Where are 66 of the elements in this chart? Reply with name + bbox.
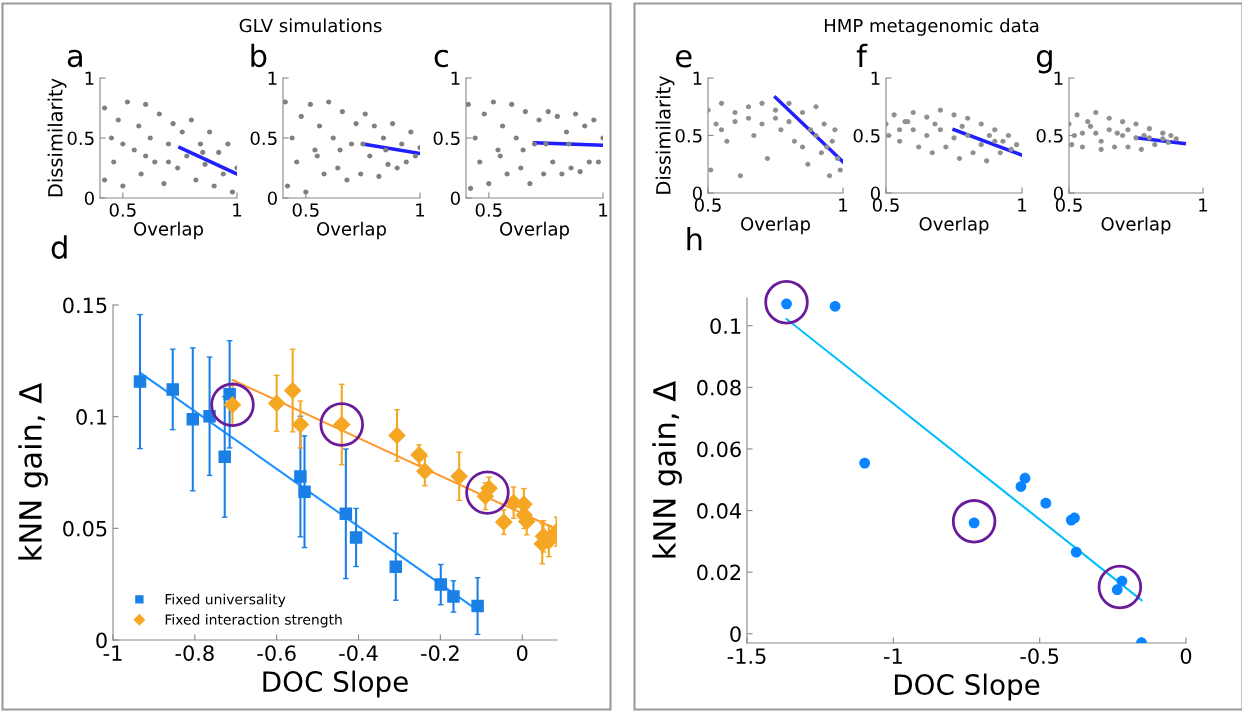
x-tick-label: -0.2 (421, 645, 459, 661)
x-axis-title: Overlap (1101, 216, 1171, 235)
y-tick-label: 0 (870, 186, 880, 201)
y-axis-title: Dissimilarity (47, 78, 67, 197)
y-tick-label: 0.08 (697, 379, 741, 396)
x-tick-label: 1 (839, 198, 848, 212)
y-tick-label: 1 (268, 71, 277, 85)
x-tick-label: 0.5 (475, 203, 502, 217)
text: HMP metagenomic data (824, 18, 1039, 36)
x-tick-label: -0.8 (175, 645, 214, 661)
y-axis-title: Dissimilarity (655, 75, 675, 194)
y-tick-label: 0.04 (697, 503, 741, 519)
x-tick-label: -0.5 (1020, 648, 1059, 664)
x-tick-label: 1 (1199, 198, 1208, 212)
x-axis-title: DOC Slope (263, 670, 408, 698)
x-tick-label: 1 (1018, 198, 1027, 212)
y-tick-label: 0.02 (697, 564, 741, 581)
chart-title: c (434, 49, 448, 68)
x-tick-label: 0.5 (292, 203, 319, 217)
x-tick-label: -1 (883, 648, 902, 664)
chart-title: g (1036, 49, 1052, 74)
chart-title: a (67, 49, 82, 68)
y-tick-label: 0 (1053, 186, 1063, 201)
y-tick-label: 1 (451, 71, 460, 85)
y-tick-label: 0.5 (675, 128, 702, 143)
x-tick-label: -0.6 (257, 645, 296, 661)
x-tick-label: 1 (233, 203, 242, 217)
y-tick-label: 0.05 (63, 520, 107, 537)
y-tick-label: 0 (692, 186, 702, 201)
x-tick-label: 0 (1180, 648, 1192, 664)
y-tick-label: 0.06 (697, 441, 741, 458)
y-tick-label: 0.5 (853, 128, 880, 143)
x-axis-title: Overlap (741, 216, 810, 235)
y-tick-label: 1 (85, 71, 94, 85)
legend-label: Fixed universality (165, 593, 286, 608)
chart-title: f (856, 43, 868, 68)
chart-title: e (675, 49, 692, 68)
x-tick-label: -0.4 (339, 645, 378, 661)
text: GLV simulations (239, 18, 382, 33)
y-tick-label: 0.1 (710, 318, 741, 334)
y-tick-label: 0.15 (63, 297, 107, 314)
x-axis-title: Overlap (317, 221, 386, 240)
y-tick-label: 0.5 (433, 131, 460, 146)
chart-title: d (51, 235, 67, 259)
y-tick-label: 0 (730, 626, 741, 642)
chart-title: b (251, 43, 267, 68)
x-tick-label: 0 (516, 645, 528, 661)
y-axis-title: kNN gain, Δ (18, 383, 48, 560)
x-axis-title: Overlap (134, 221, 203, 240)
y-tick-label: 0.5 (1036, 128, 1063, 143)
x-axis-title: Overlap (919, 216, 989, 235)
y-tick-label: 0.1 (76, 409, 107, 425)
x-tick-label: 0.5 (109, 203, 136, 217)
y-tick-label: 0.5 (67, 131, 94, 146)
x-axis-title: Overlap (500, 221, 569, 240)
y-tick-label: 1 (1054, 71, 1063, 85)
y-tick-label: 0.5 (250, 131, 277, 146)
x-tick-label: 1 (599, 203, 608, 217)
x-axis-title: DOC Slope (894, 673, 1040, 701)
x-tick-label: -1.5 (727, 648, 766, 664)
y-tick-label: 1 (871, 71, 880, 85)
y-tick-label: 1 (693, 71, 702, 85)
y-axis-title: kNN gain, Δ (652, 381, 682, 558)
legend-label: Fixed interaction strength (165, 614, 342, 628)
x-tick-label: 1 (416, 203, 425, 217)
chart-title: h (687, 227, 702, 251)
